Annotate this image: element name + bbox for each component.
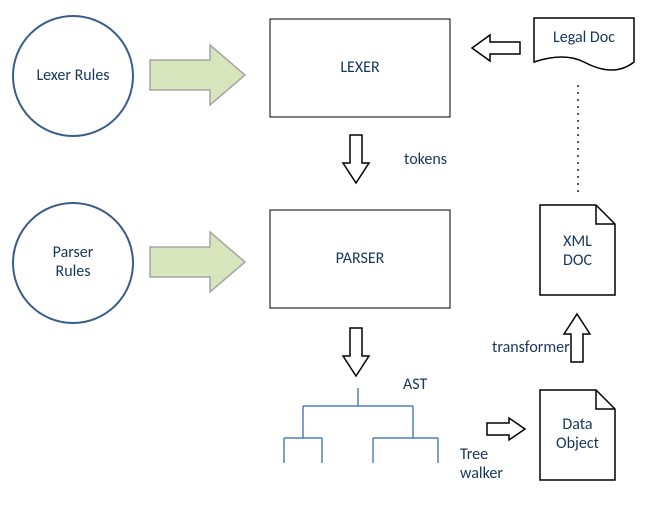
- ast-label: AST: [403, 375, 427, 394]
- lexer-rules-label: Lexer Rules: [13, 66, 133, 85]
- parser-box-label: PARSER: [270, 249, 450, 268]
- xml-doc-label: XML DOC: [540, 232, 615, 270]
- big-arrow-1: [150, 45, 245, 105]
- tokens-label: tokens: [404, 150, 447, 169]
- legal-doc-label: Legal Doc: [534, 28, 634, 47]
- big-arrow-2: [150, 232, 245, 292]
- arrow-lexer-to-parser: [343, 135, 369, 183]
- arrow-ast-to-data: [487, 418, 525, 440]
- data-object-label: Data Object: [540, 415, 615, 453]
- arrow-parser-to-ast: [343, 328, 369, 376]
- tree-walker-label: Tree walker: [460, 445, 503, 483]
- parser-rules-label: Parser Rules: [13, 243, 133, 281]
- transformer-label: transformer: [492, 338, 570, 357]
- lexer-box-label: LEXER: [270, 58, 450, 77]
- arrow-legal-to-lexer: [472, 35, 520, 61]
- ast-tree: [284, 388, 438, 463]
